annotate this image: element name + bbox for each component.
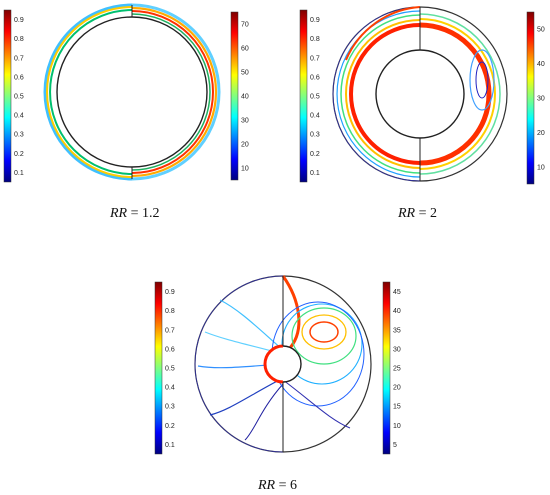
colorbar-tick-label: 40: [241, 94, 249, 101]
colorbar-tick-label: 0.1: [14, 170, 24, 177]
caption-rr-6: RR = 6: [258, 478, 297, 494]
colorbar-tick-label: 70: [241, 22, 249, 29]
colorbar-tick-label: 0.5: [310, 94, 320, 101]
left-colorbar: [299, 9, 308, 183]
caption-variable: RR: [398, 206, 416, 221]
colorbar-tick-label: 0.8: [14, 36, 24, 43]
colorbar-tick-label: 0.7: [310, 55, 320, 62]
right-colorbar: [230, 11, 239, 181]
caption-value: = 2: [415, 206, 438, 221]
colorbar-tick-label: 40: [537, 61, 545, 68]
colorbar-tick-label: 0.5: [165, 366, 175, 373]
colorbar-tick-label: 0.6: [310, 74, 320, 81]
colorbar-tick-label: 0.4: [310, 113, 320, 120]
contour-plot-rr-2: 0.9 0.8 0.7 0.6 0.5 0.4 0.3 0.2 0.1 50 40 30 20 10: [299, 6, 545, 185]
right-colorbar-ticks: 45 40 35 30 25 20 15 10 5: [393, 289, 401, 449]
colorbar-tick-label: 5: [393, 442, 397, 449]
colorbar-tick-label: 60: [241, 46, 249, 53]
left-colorbar-ticks: 0.9 0.8 0.7 0.6 0.5 0.4 0.3 0.2 0.1: [14, 17, 24, 177]
colorbar-tick-label: 0.3: [14, 132, 24, 139]
colorbar-tick-label: 15: [393, 404, 401, 411]
colorbar-tick-label: 35: [393, 327, 401, 334]
right-colorbar-ticks: 50 40 30 20 10: [537, 27, 545, 172]
colorbar-tick-label: 0.9: [14, 17, 24, 24]
colorbar-tick-label: 0.8: [165, 308, 175, 315]
right-colorbar: [382, 281, 391, 455]
right-colorbar-ticks: 70 60 50 40 30 20 10: [241, 22, 249, 173]
colorbar-tick-label: 0.6: [165, 346, 175, 353]
caption-value: = 6: [275, 478, 298, 493]
caption-variable: RR: [258, 478, 276, 493]
colorbar-tick-label: 50: [241, 70, 249, 77]
contour-panel-rr-6: 0.9 0.8 0.7 0.6 0.5 0.4 0.3 0.2 0.1 45 40 35 30 25 20…: [150, 270, 410, 462]
right-colorbar: [526, 11, 535, 185]
colorbar-tick-label: 0.9: [310, 17, 320, 24]
caption-rr-1-2: RR = 1.2: [110, 206, 160, 222]
colorbar-tick-label: 30: [537, 96, 545, 103]
left-colorbar: [154, 281, 163, 455]
colorbar-tick-label: 0.1: [310, 170, 320, 177]
colorbar-tick-label: 25: [393, 366, 401, 373]
caption-value: = 1.2: [127, 206, 160, 221]
colorbar-tick-label: 0.4: [165, 385, 175, 392]
colorbar-tick-label: 0.3: [165, 404, 175, 411]
colorbar-tick-label: 10: [241, 166, 249, 173]
colorbar-tick-label: 0.2: [310, 151, 320, 158]
colorbar-tick-label: 10: [537, 164, 545, 171]
colorbar-tick-label: 0.7: [165, 327, 175, 334]
contour-plot-rr-6: 0.9 0.8 0.7 0.6 0.5 0.4 0.3 0.2 0.1 45 40 35 30 25 20…: [154, 275, 401, 455]
annulus-rr-2: [332, 6, 508, 182]
caption-rr-2: RR = 2: [398, 206, 437, 222]
colorbar-tick-label: 50: [537, 27, 545, 34]
left-colorbar: [3, 9, 12, 183]
colorbar-tick-label: 30: [241, 118, 249, 125]
colorbar-tick-label: 0.4: [14, 113, 24, 120]
colorbar-tick-label: 20: [241, 142, 249, 149]
colorbar-tick-label: 20: [393, 385, 401, 392]
contour-panel-rr-2: 0.9 0.8 0.7 0.6 0.5 0.4 0.3 0.2 0.1 50 40 30 20 10: [296, 0, 550, 200]
left-colorbar-ticks: 0.9 0.8 0.7 0.6 0.5 0.4 0.3 0.2 0.1: [310, 17, 320, 177]
colorbar-tick-label: 0.7: [14, 55, 24, 62]
colorbar-tick-label: 45: [393, 289, 401, 296]
annulus-rr-1-2: [43, 3, 221, 181]
colorbar-tick-label: 0.8: [310, 36, 320, 43]
contour-plot-rr-1-2: 0.9 0.8 0.7 0.6 0.5 0.4 0.3 0.2 0.1 70 60 50 40 30 20…: [3, 3, 249, 183]
contour-panel-rr-1-2: 0.9 0.8 0.7 0.6 0.5 0.4 0.3 0.2 0.1 70 60 50 40 30 20…: [0, 0, 250, 200]
colorbar-tick-label: 0.2: [14, 151, 24, 158]
annulus-rr-6: [194, 275, 372, 453]
colorbar-tick-label: 40: [393, 308, 401, 315]
colorbar-tick-label: 0.2: [165, 423, 175, 430]
colorbar-tick-label: 20: [537, 130, 545, 137]
left-colorbar-ticks: 0.9 0.8 0.7 0.6 0.5 0.4 0.3 0.2 0.1: [165, 289, 175, 449]
colorbar-tick-label: 0.9: [165, 289, 175, 296]
colorbar-tick-label: 10: [393, 423, 401, 430]
caption-variable: RR: [110, 206, 128, 221]
colorbar-tick-label: 30: [393, 346, 401, 353]
colorbar-tick-label: 0.5: [14, 94, 24, 101]
colorbar-tick-label: 0.6: [14, 74, 24, 81]
colorbar-tick-label: 0.3: [310, 132, 320, 139]
colorbar-tick-label: 0.1: [165, 442, 175, 449]
